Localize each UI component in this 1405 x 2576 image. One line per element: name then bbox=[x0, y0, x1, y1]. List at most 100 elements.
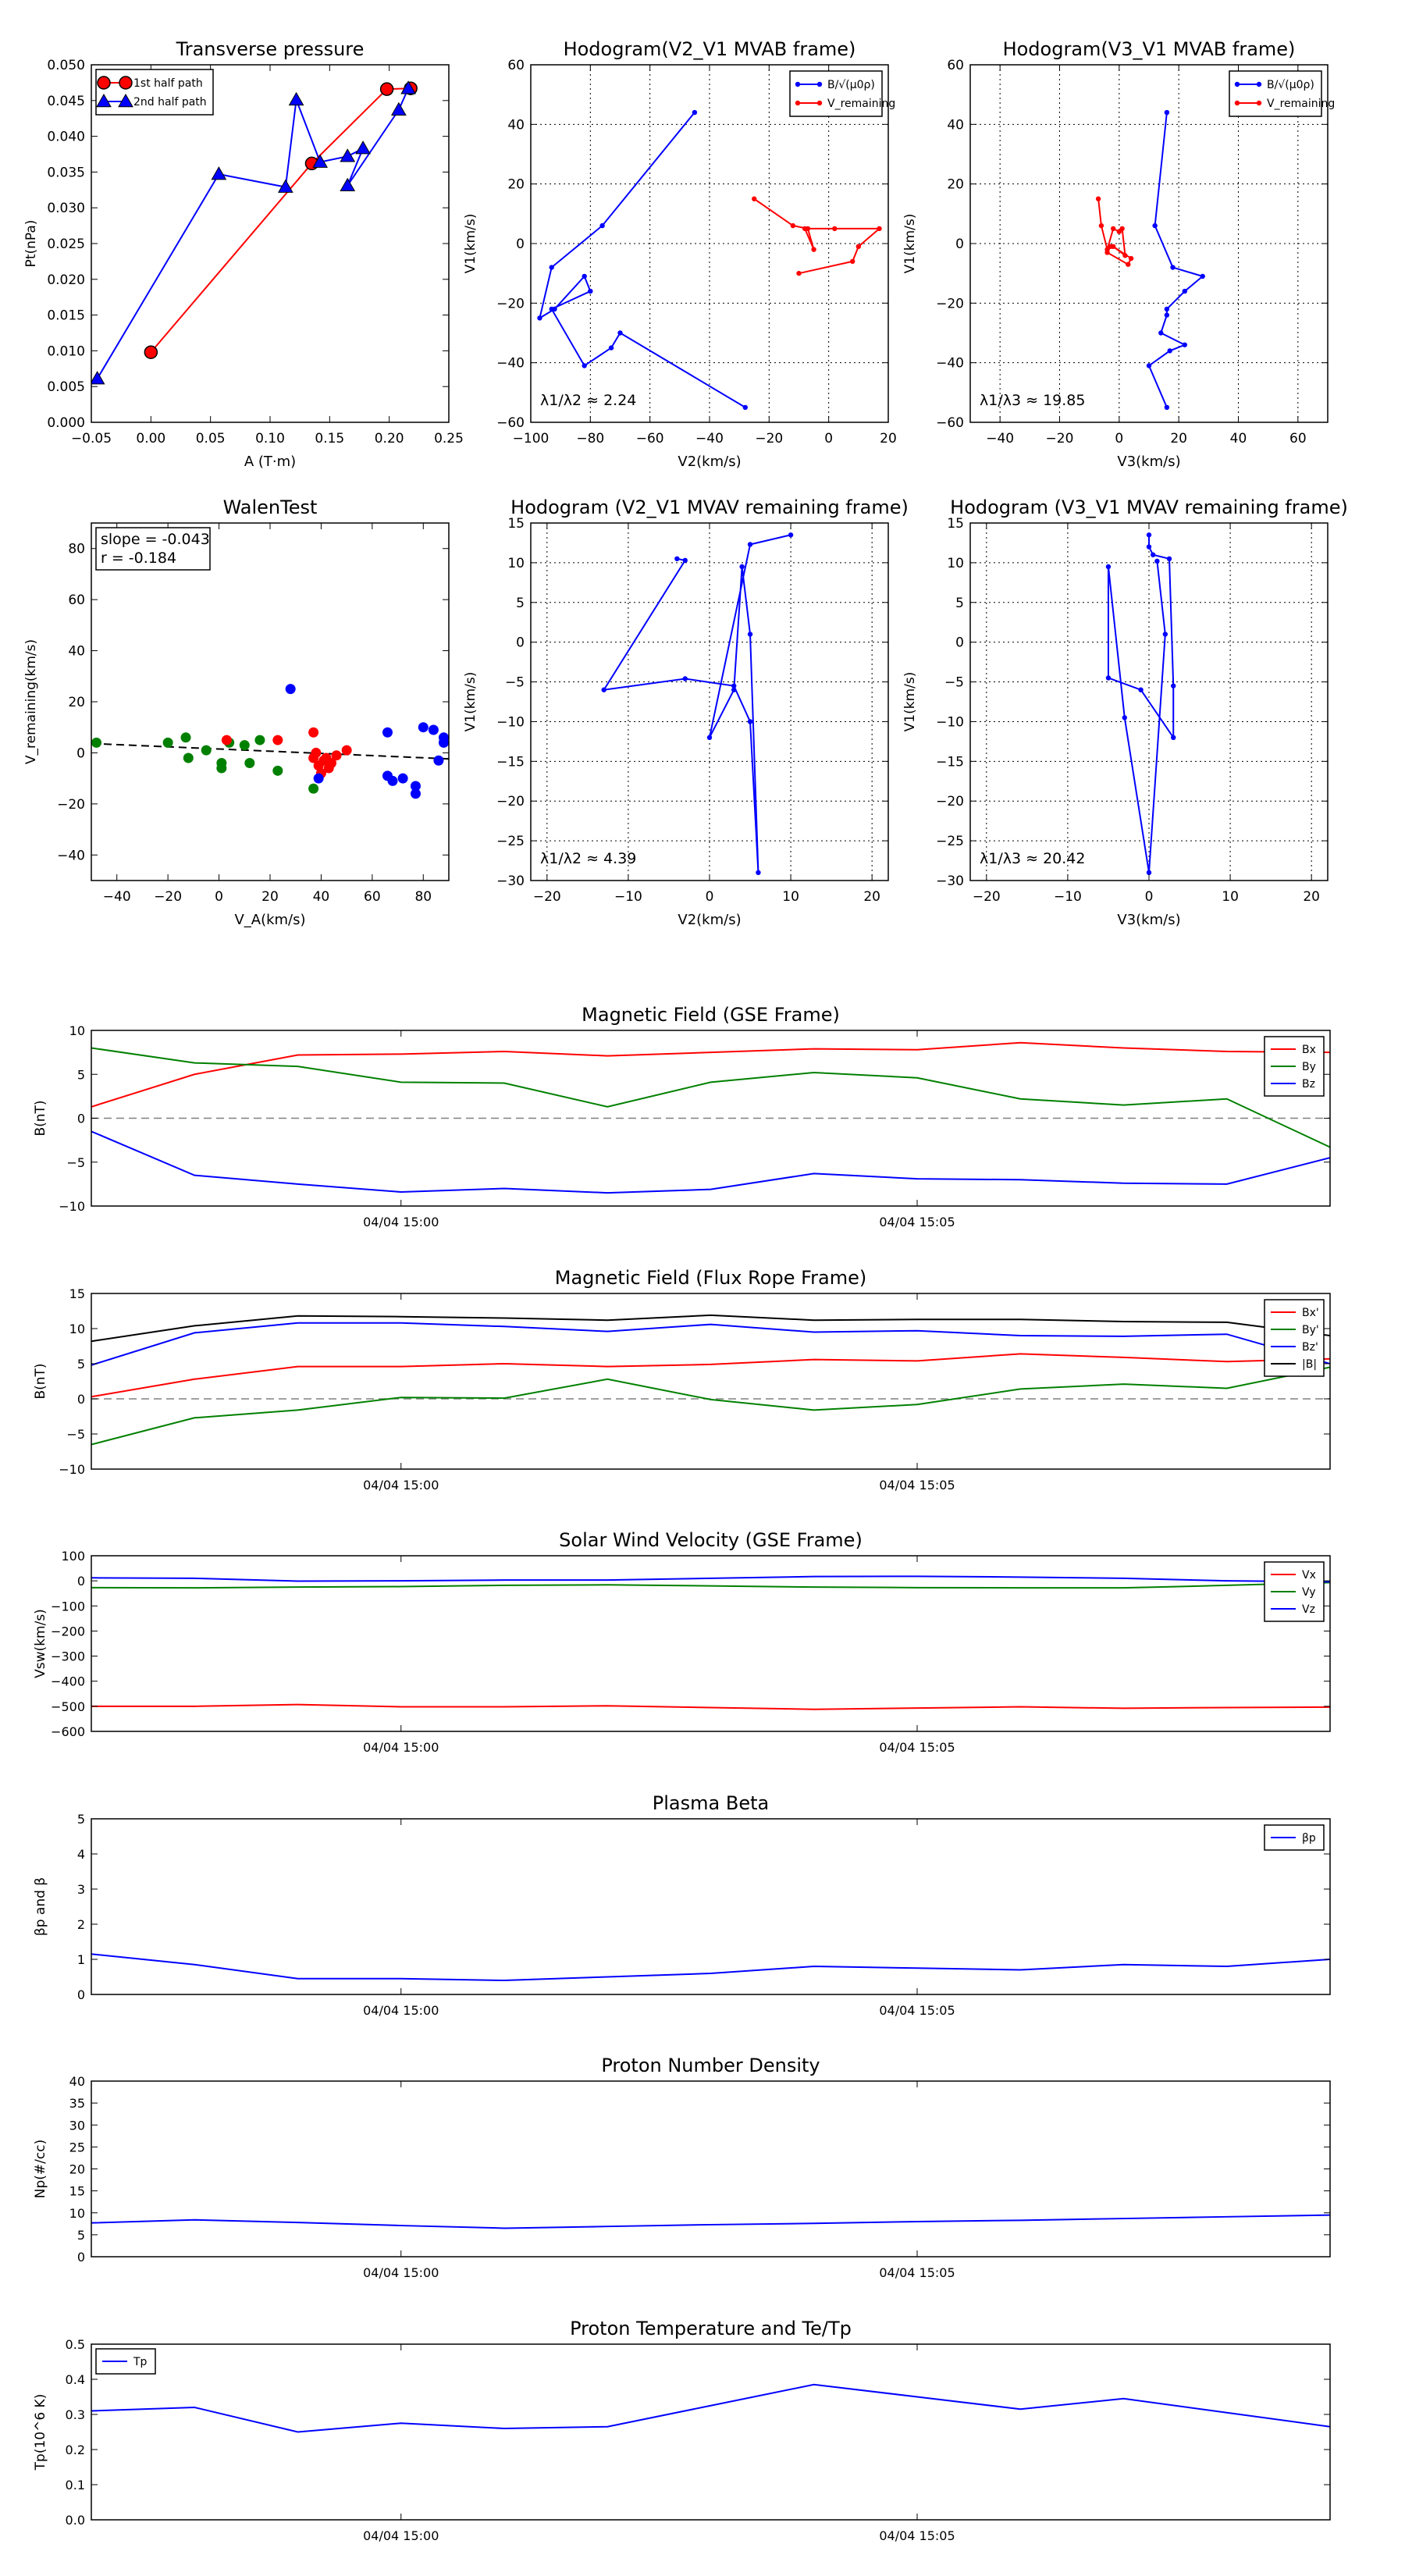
stats-line: slope = -0.043 bbox=[101, 531, 210, 548]
series-2nd-half-path-point bbox=[312, 154, 328, 168]
y-tick-label: 20 bbox=[507, 177, 525, 193]
series-b-0--point bbox=[617, 330, 623, 336]
axes-frame bbox=[91, 64, 450, 423]
y-tick-label: 0.050 bbox=[47, 58, 85, 73]
fit-line bbox=[91, 742, 449, 760]
y-tick-label: 80 bbox=[68, 542, 85, 557]
series-v-remaining-point bbox=[1126, 262, 1131, 267]
x-tick-label: 0.25 bbox=[434, 431, 464, 447]
legend-label: Tp bbox=[133, 2356, 148, 2368]
x-tick-label: −20 bbox=[1046, 431, 1074, 447]
y-axis-label: B(nT) bbox=[33, 1100, 48, 1136]
legend-label: B/√(μ0ρ) bbox=[1267, 79, 1314, 91]
axes-frame bbox=[91, 2080, 1331, 2258]
y-tick-label: −60 bbox=[496, 415, 525, 431]
y-tick-label: 0.1 bbox=[66, 2478, 85, 2492]
series-0-point bbox=[1122, 715, 1127, 720]
series-0-point bbox=[1171, 735, 1176, 740]
y-tick-label: −25 bbox=[936, 834, 964, 849]
y-axis-label: V1(km/s) bbox=[902, 672, 918, 732]
series-v-remaining-point bbox=[752, 196, 757, 201]
x-tick-label: 04/04 15:05 bbox=[879, 1740, 955, 1755]
series-2nd-half-path-line bbox=[96, 87, 410, 379]
legend-label: V_remaining bbox=[1267, 98, 1335, 110]
x-tick-label: 04/04 15:05 bbox=[879, 2265, 955, 2280]
y-tick-label: −10 bbox=[59, 1199, 85, 1214]
series-b-0--point bbox=[1164, 109, 1170, 116]
series-0-point bbox=[308, 783, 319, 794]
plot-area bbox=[91, 2383, 1330, 2433]
series-2nd-half-path-point bbox=[277, 179, 293, 193]
x-tick-label: 60 bbox=[1289, 431, 1307, 447]
legend-marker bbox=[1256, 81, 1262, 87]
series-0-point bbox=[1166, 556, 1172, 561]
series-v-remaining-point bbox=[796, 270, 802, 276]
series-0-point bbox=[239, 740, 250, 751]
chart-transverse-pressure: −0.05 0.00 0.05 0.10 0.15 0.20 0.25 0.000 0.005 0… bbox=[23, 38, 464, 470]
series-0-point bbox=[201, 745, 212, 756]
chart-title: Hodogram (V2_V1 MVAV remaining frame) bbox=[510, 496, 909, 518]
series-0-line bbox=[1107, 535, 1175, 873]
y-tick-label: 10 bbox=[947, 556, 964, 571]
y-axis-label: Pt(nPa) bbox=[23, 220, 39, 268]
chart-title: Hodogram (V3_V1 MVAV remaining frame) bbox=[950, 496, 1348, 518]
stats-line: r = -0.184 bbox=[101, 550, 176, 567]
series-2-point bbox=[387, 775, 398, 786]
plot-area bbox=[91, 1953, 1330, 1982]
y-tick-label: −20 bbox=[57, 797, 85, 813]
x-tick-label: −40 bbox=[103, 889, 131, 905]
y-tick-label: 0 bbox=[77, 1574, 85, 1589]
y-tick-label: 0.015 bbox=[47, 308, 85, 324]
plot-area bbox=[601, 532, 794, 876]
series-2-point bbox=[313, 773, 324, 784]
series-b-0--point bbox=[588, 288, 593, 294]
series-b-0--point bbox=[1182, 288, 1188, 294]
legend-label: Bx bbox=[1302, 1044, 1316, 1056]
axes-frame bbox=[91, 522, 450, 881]
series-2nd-half-path-point bbox=[288, 91, 304, 106]
legend-label: Bz' bbox=[1302, 1341, 1318, 1354]
legend-label: By bbox=[1302, 1061, 1316, 1073]
y-tick-label: 0.030 bbox=[47, 201, 85, 216]
y-axis-label: V1(km/s) bbox=[902, 214, 918, 274]
x-tick-label: 04/04 15:00 bbox=[363, 2265, 439, 2280]
chart-title: Magnetic Field (Flux Rope Frame) bbox=[555, 1267, 866, 1289]
y-tick-label: 0.5 bbox=[66, 2337, 85, 2352]
legend: 1st half path 2nd half path bbox=[95, 69, 214, 116]
series-0-point bbox=[1105, 564, 1112, 570]
stats-box bbox=[95, 527, 211, 571]
x-tick-label: 20 bbox=[1170, 431, 1187, 447]
plot-area bbox=[1095, 109, 1205, 411]
y-tick-label: 0.035 bbox=[47, 165, 85, 180]
series-1-point bbox=[326, 758, 337, 769]
series-0-line bbox=[602, 534, 791, 873]
series-b-0--point bbox=[582, 363, 587, 368]
series-v-remaining-point bbox=[790, 222, 796, 229]
y-tick-label: −40 bbox=[57, 848, 85, 863]
series-b-0--point bbox=[742, 404, 748, 411]
y-axis-label: V1(km/s) bbox=[463, 214, 478, 274]
series-0-point bbox=[1151, 552, 1156, 557]
y-tick-label: −15 bbox=[936, 754, 964, 770]
series-2nd-half-path-point bbox=[340, 148, 356, 162]
series-bx--line bbox=[91, 1353, 1330, 1398]
x-tick-label: 0.05 bbox=[196, 431, 226, 447]
y-tick-label: −25 bbox=[496, 834, 525, 849]
series-2-point bbox=[428, 724, 439, 735]
chart-title: Transverse pressure bbox=[176, 38, 365, 60]
series-2-point bbox=[438, 737, 449, 748]
legend: Tp bbox=[95, 2348, 156, 2375]
y-tick-label: 0.025 bbox=[47, 237, 85, 252]
x-tick-label: −20 bbox=[154, 889, 182, 905]
plot-area bbox=[91, 2214, 1330, 2229]
series-v-remaining-point bbox=[1104, 250, 1110, 255]
y-tick-label: 10 bbox=[69, 1322, 85, 1336]
series-1-point bbox=[341, 745, 352, 756]
y-tick-label: 5 bbox=[77, 1812, 85, 1827]
y-tick-label: 0.020 bbox=[47, 272, 85, 288]
series-b-0--point bbox=[549, 265, 554, 270]
legend: B/√(μ0ρ) V_remaining bbox=[789, 70, 895, 117]
legend: βp bbox=[1264, 1824, 1325, 1851]
y-tick-label: −10 bbox=[59, 1462, 85, 1477]
y-tick-label: −400 bbox=[51, 1674, 85, 1689]
